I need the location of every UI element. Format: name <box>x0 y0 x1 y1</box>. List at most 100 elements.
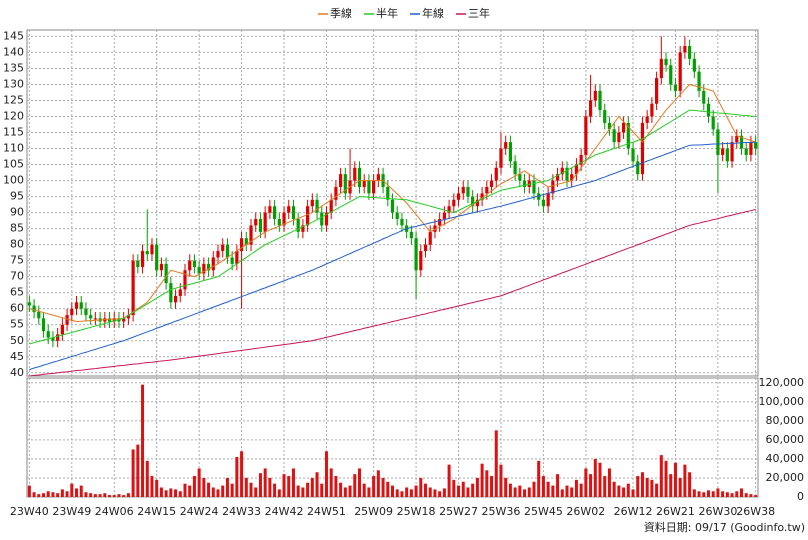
candle-body <box>504 142 508 149</box>
candle-body <box>518 174 522 181</box>
candle-body <box>664 58 668 66</box>
candle-body <box>475 199 479 207</box>
candle-body <box>423 244 428 252</box>
volume-bar <box>409 489 413 497</box>
candle-body <box>400 219 404 226</box>
volume-bar <box>343 487 347 497</box>
candle-body <box>169 283 173 303</box>
y-tick-label: 110 <box>3 142 24 155</box>
candle-body <box>112 318 116 322</box>
volume-bar <box>471 483 475 497</box>
candle-body <box>272 206 277 220</box>
candle-body <box>178 289 182 296</box>
candle-body <box>485 186 489 194</box>
y-tick-label: 95 <box>10 190 24 203</box>
candle-body <box>706 103 711 117</box>
candle-body <box>419 251 423 271</box>
candle-body <box>541 199 546 207</box>
y-tick-label: 135 <box>3 61 24 74</box>
candle-body <box>659 58 663 79</box>
candle-body <box>471 196 475 207</box>
y-tick-label: 45 <box>10 350 24 363</box>
candle-body <box>315 199 319 213</box>
y-tick-label: 115 <box>3 126 24 139</box>
volume-bar <box>164 490 168 497</box>
volume-bar <box>207 482 211 497</box>
ma-line <box>29 109 756 345</box>
candle-body <box>192 260 197 268</box>
x-tick-label: 24W24 <box>180 505 219 518</box>
volume-bar <box>405 487 409 497</box>
volume-bar <box>749 494 753 497</box>
volume-bar <box>42 493 46 497</box>
volume-bar <box>716 488 720 497</box>
candle-body <box>537 193 541 200</box>
candle-body <box>438 219 442 226</box>
y-tick-label: 85 <box>10 222 24 235</box>
candle-body <box>669 65 673 85</box>
volume-bar <box>51 492 55 497</box>
candle-body <box>626 122 630 149</box>
volume-bar <box>258 473 262 497</box>
candle-body <box>692 58 696 72</box>
candle-body <box>46 331 50 338</box>
volume-bar <box>622 487 626 497</box>
x-tick-label: 24W15 <box>137 505 176 518</box>
candle-body <box>32 305 36 312</box>
volume-bar <box>730 493 734 497</box>
volume-bar <box>141 384 145 497</box>
volume-bar <box>273 483 277 497</box>
candle-body <box>603 110 607 123</box>
volume-bar <box>174 489 178 497</box>
candle-body <box>51 337 55 341</box>
candle-body <box>27 302 31 306</box>
candle-body <box>93 318 97 320</box>
candle-body <box>749 142 753 155</box>
candle-body <box>65 315 69 325</box>
volume-bar <box>211 487 215 497</box>
candle-body <box>150 244 154 255</box>
volume-bar <box>306 482 310 497</box>
volume-bar <box>692 489 696 497</box>
candle-body <box>173 295 178 303</box>
candle-body <box>678 52 682 91</box>
volume-bar <box>669 474 673 497</box>
volume-bar <box>126 493 130 497</box>
candle-body <box>235 251 239 264</box>
candle-body <box>268 206 272 213</box>
y-tick-label: 100 <box>3 174 24 187</box>
y-tick-label: 120,000 <box>759 376 805 389</box>
volume-bar <box>683 464 687 497</box>
candle-body <box>296 219 300 232</box>
volume-bar <box>89 493 93 497</box>
candle-body <box>499 148 503 168</box>
candle-body <box>683 46 687 53</box>
volume-bar <box>725 492 729 497</box>
volume-bar <box>490 476 494 497</box>
candle-body <box>343 174 347 194</box>
volume-bar <box>155 479 159 497</box>
candle-body <box>588 100 593 117</box>
candle-body <box>579 154 583 165</box>
candle-body <box>386 186 390 200</box>
volume-bar <box>117 494 121 497</box>
candle-body <box>456 193 461 200</box>
x-tick-label: 25W09 <box>354 505 393 518</box>
candle-body <box>409 231 413 239</box>
volume-bar <box>631 489 635 497</box>
candle-body <box>145 251 149 255</box>
candle-body <box>324 212 329 226</box>
candle-body <box>447 206 451 213</box>
candle-body <box>339 174 343 187</box>
volume-bar <box>235 457 239 497</box>
x-tick-label: 26W21 <box>656 505 695 518</box>
candle-body <box>636 161 640 175</box>
x-tick-label: 25W27 <box>439 505 478 518</box>
ma-line <box>29 83 756 323</box>
volume-bar <box>225 477 229 497</box>
candle-body <box>655 78 659 104</box>
candle-body <box>56 334 60 341</box>
candle-body <box>428 231 432 245</box>
x-tick-label: 24W06 <box>95 505 134 518</box>
volume-bar <box>664 460 668 497</box>
